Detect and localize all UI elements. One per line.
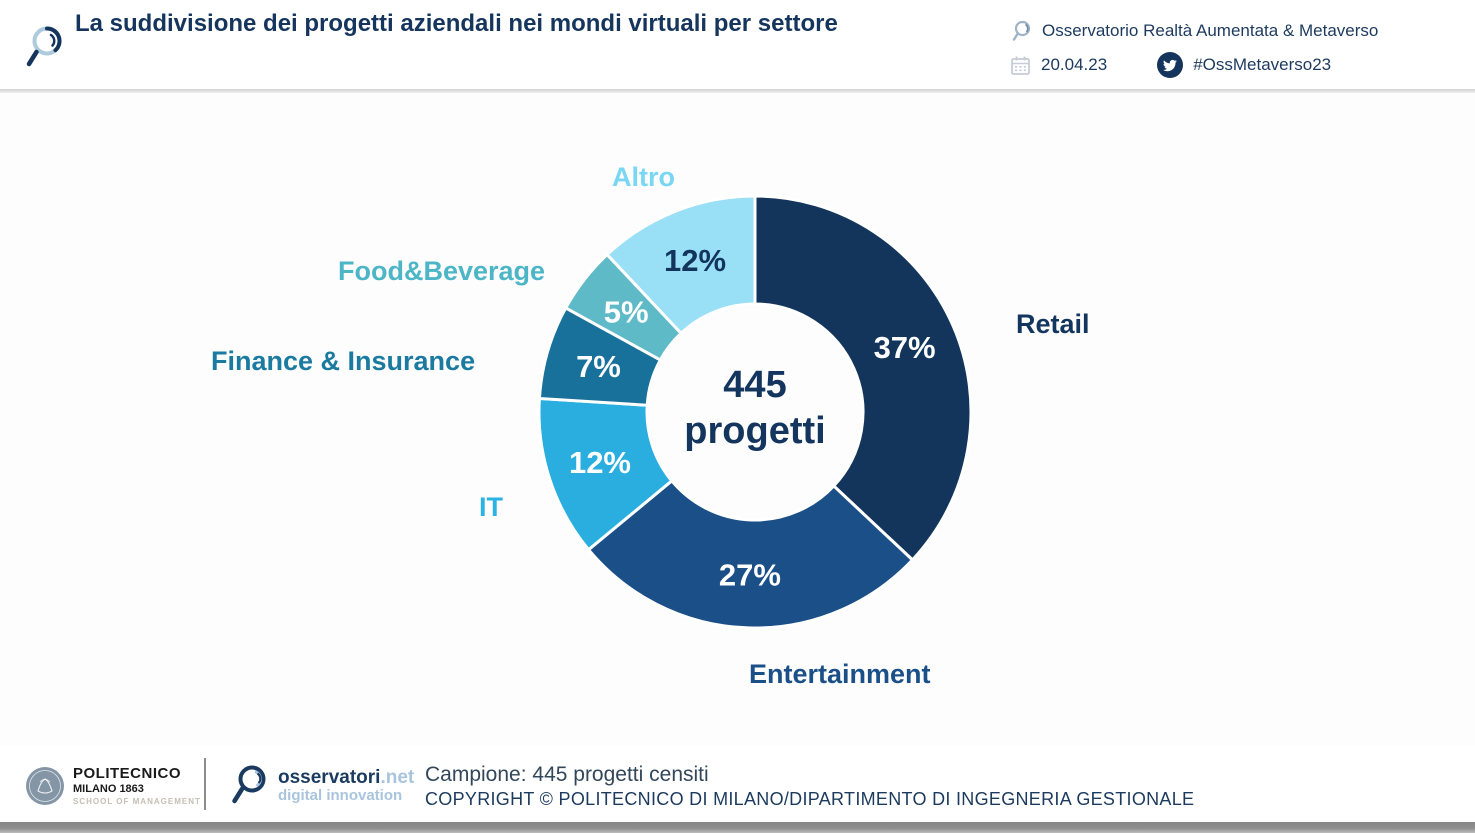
donut-segment-finance-insurance [537,305,663,407]
donut-segment-food-beverage [563,252,684,363]
donut-segment-altro [605,194,757,336]
magnifier-small-icon [1012,20,1031,41]
donut-center-total: 445 progetti [645,362,865,454]
hashtag-label: #OssMetaverso23 [1193,55,1332,74]
label-it: IT [479,492,503,522]
osservatori-name-main: osservatori [278,766,381,788]
label-food-beverage: Food&Beverage [338,256,546,286]
copyright-note: COPYRIGHT © POLITECNICO DI MILANO/DIPART… [425,789,1195,809]
polimi-seal-icon [26,766,64,805]
twitter-icon [1157,52,1184,78]
donut-pct-retail: 37% [874,330,936,365]
donut-pct-finance-insurance: 7% [576,349,621,384]
polimi-logo: POLITECNICO MILANO 1863 SCHOOL OF MANAGE… [26,765,201,806]
calendar-icon [1011,56,1030,75]
osservatori-name: osservatori.net [278,767,414,789]
magnifier-logo-icon [26,26,62,67]
header: La suddivisione dei progetti aziendali n… [0,0,1475,89]
polimi-name: POLITECNICO [73,765,182,782]
sample-note: Campione: 445 progetti censiti [425,763,709,786]
donut-pct-entertainment: 27% [719,557,781,592]
donut-pct-altro: 12% [664,243,726,278]
osservatori-tagline: digital innovation [278,786,403,804]
donut-segment-entertainment [586,478,915,630]
footer: POLITECNICO MILANO 1863 SCHOOL OF MANAGE… [0,745,1475,822]
osservatori-wordmark: osservatori.net digital innovation [278,767,414,804]
header-divider [0,89,1475,93]
date-hashtag-row: 20.04.23 #OssMetaverso23 [1010,52,1331,78]
bottom-bar [0,822,1475,833]
page-title: La suddivisione dei progetti aziendali n… [75,10,838,37]
label-entertainment: Entertainment [749,659,931,689]
label-retail: Retail [1016,309,1090,339]
polimi-school: SCHOOL OF MANAGEMENT [73,797,201,806]
osservatori-name-net: .net [380,766,415,788]
osservatori-magnifier-icon [232,765,266,804]
center-label: progetti [684,410,826,452]
polimi-city: MILANO 1863 [73,783,144,795]
footer-divider [204,758,206,810]
polimi-wordmark: POLITECNICO MILANO 1863 SCHOOL OF MANAGE… [73,765,201,806]
observatory-row: Osservatorio Realtà Aumentata & Metavers… [1010,20,1378,42]
label-finance-insurance: Finance & Insurance [211,346,476,376]
donut-pct-it: 12% [569,445,631,480]
center-value: 445 [723,364,787,406]
osservatori-logo: osservatori.net digital innovation [228,763,414,807]
date-label: 20.04.23 [1041,55,1108,74]
donut-pct-food-beverage: 5% [604,295,649,330]
observatory-name: Osservatorio Realtà Aumentata & Metavers… [1042,21,1379,40]
label-altro: Altro [612,162,675,192]
